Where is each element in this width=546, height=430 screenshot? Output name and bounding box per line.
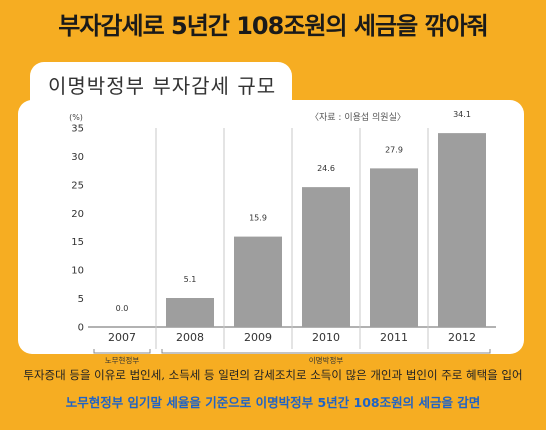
y-tick-label: 25 [71, 180, 84, 191]
bar-2009 [234, 236, 282, 327]
chart-source: 〈자료 : 이용섭 의원실〉 [310, 113, 406, 123]
bar-2012 [438, 133, 486, 327]
y-tick-label: 35 [71, 124, 84, 135]
subtitle-tab [30, 62, 292, 108]
value-label-2008: 5.1 [184, 275, 197, 284]
group-label-1: 이명박정부 [309, 355, 344, 365]
group-label-0: 노무현정부 [105, 355, 140, 365]
headline: 부자감세로 5년간 108조원의 세금을 깎아줘 [58, 12, 489, 40]
x-tick-label-2007: 2007 [108, 331, 136, 344]
value-label-2009: 15.9 [249, 214, 267, 223]
x-tick-label-2012: 2012 [448, 331, 476, 344]
x-tick-label-2009: 2009 [244, 331, 272, 344]
y-tick-label: 5 [78, 294, 84, 305]
value-label-2010: 24.6 [317, 164, 335, 173]
value-label-2007: 0.0 [116, 304, 129, 313]
description-text: 투자증대 등을 이유로 법인세, 소득세 등 일련의 감세조치로 소득이 많은 … [23, 368, 523, 382]
x-tick-label-2008: 2008 [176, 331, 204, 344]
y-tick-label: 30 [71, 152, 84, 163]
group-bracket-1 [161, 349, 491, 354]
bar-2011 [370, 168, 418, 327]
bar-2008 [166, 298, 214, 327]
group-bracket-0 [93, 349, 151, 354]
y-tick-label: 20 [71, 209, 84, 220]
value-label-2011: 27.9 [385, 145, 403, 154]
y-axis-label: (%) [69, 113, 83, 122]
value-label-2012: 34.1 [453, 110, 471, 119]
y-tick-label: 0 [78, 323, 84, 334]
highlight-text: 노무현정부 임기말 세율을 기준으로 이명박정부 5년간 108조원의 세금을 … [65, 395, 481, 410]
chart-title: 이명박정부 부자감세 규모 [48, 74, 277, 98]
bar-2010 [302, 187, 350, 327]
y-tick-label: 10 [71, 266, 84, 277]
y-tick-label: 15 [71, 237, 84, 248]
x-tick-label-2010: 2010 [312, 331, 340, 344]
x-tick-label-2011: 2011 [380, 331, 408, 344]
